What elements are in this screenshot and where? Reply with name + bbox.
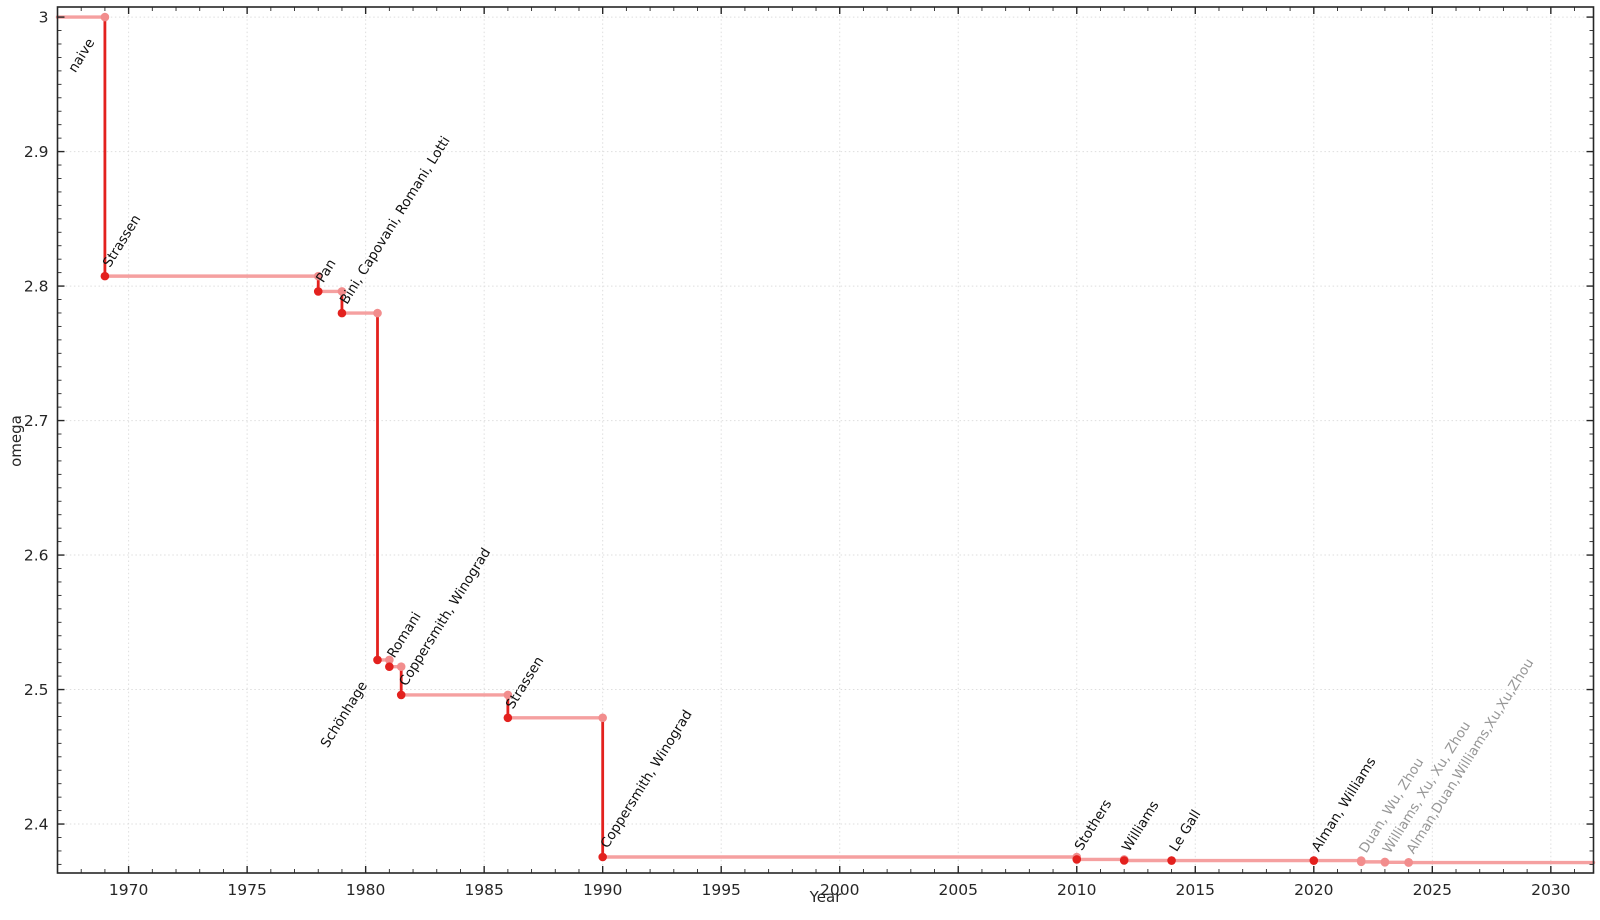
- data-point-dot: [313, 287, 323, 296]
- annotation-williams: Williams: [1119, 798, 1163, 854]
- data-point-dot: [1072, 855, 1082, 864]
- data-point-dot: [385, 662, 394, 671]
- y-tick-label: 2.4: [24, 816, 49, 834]
- x-tick-label: 2000: [820, 881, 859, 899]
- axes-frame: [56, 6, 1595, 874]
- data-point-dot: [1404, 858, 1413, 867]
- data-point-dot: [100, 271, 110, 281]
- pre-drop-dot: [100, 12, 110, 22]
- y-tick-label: 2.6: [24, 547, 49, 565]
- x-tick-label: 2030: [1531, 881, 1570, 899]
- x-tick-label: 2005: [939, 881, 978, 899]
- x-tick-label: 1995: [701, 881, 740, 899]
- y-tick-label: 2.9: [24, 143, 49, 161]
- x-tick-label: 1990: [583, 881, 622, 899]
- annotation-bini-capovani-romani-lotti: Bini, Capovani, Romani, Lotti: [337, 134, 454, 308]
- pre-drop-dot: [385, 655, 394, 665]
- x-tick-label: 2020: [1294, 881, 1333, 899]
- data-point-dot: [1309, 856, 1319, 865]
- data-point-dot: [1167, 856, 1176, 865]
- x-axis-label: Year: [809, 888, 842, 906]
- data-point-dot: [503, 713, 513, 723]
- annotation-strassen: Strassen: [100, 212, 145, 270]
- annotation-strassen: Strassen: [503, 654, 548, 712]
- x-tick-label: 2015: [1176, 881, 1215, 899]
- annotation-le-gall: Le Gall: [1166, 807, 1204, 855]
- x-tick-label: 1980: [346, 881, 385, 899]
- annotation-stothers: Stothers: [1072, 797, 1116, 854]
- pre-drop-dot: [337, 287, 347, 296]
- pre-drop-dot: [313, 271, 323, 281]
- annotation-coppersmith-winograd: Coppersmith, Winograd: [598, 707, 696, 851]
- y-axis-label: omega: [7, 415, 25, 467]
- y-tick-label: 2.5: [24, 681, 49, 699]
- data-point-dot: [373, 655, 382, 665]
- pre-drop-dot: [503, 690, 513, 700]
- annotation-naive: naive: [65, 36, 98, 76]
- x-tick-label: 1970: [109, 881, 148, 899]
- pre-drop-dot: [373, 308, 382, 318]
- x-tick-label: 2010: [1057, 881, 1096, 899]
- y-tick-label: 2.7: [24, 412, 49, 430]
- data-point-dot: [337, 308, 347, 318]
- data-point-dot: [1356, 857, 1366, 867]
- data-point-dot: [1380, 858, 1390, 867]
- data-point-dot: [396, 690, 406, 700]
- y-tick-label: 3: [39, 9, 49, 27]
- annotation-alman-duan-williams-xu-xu-zhou: Alman,Duan,Williams,Xu,Xu,Zhou: [1403, 656, 1537, 857]
- data-point-dot: [1119, 856, 1129, 865]
- pre-drop-dot: [396, 662, 406, 671]
- x-tick-label: 1975: [227, 881, 266, 899]
- x-tick-label: 1985: [464, 881, 503, 899]
- annotation-sch-nhage: Schönhage: [318, 679, 371, 751]
- x-tick-label: 2025: [1413, 881, 1452, 899]
- y-tick-label: 2.8: [24, 278, 49, 296]
- pre-drop-dot: [598, 713, 607, 723]
- data-point-dot: [598, 852, 607, 862]
